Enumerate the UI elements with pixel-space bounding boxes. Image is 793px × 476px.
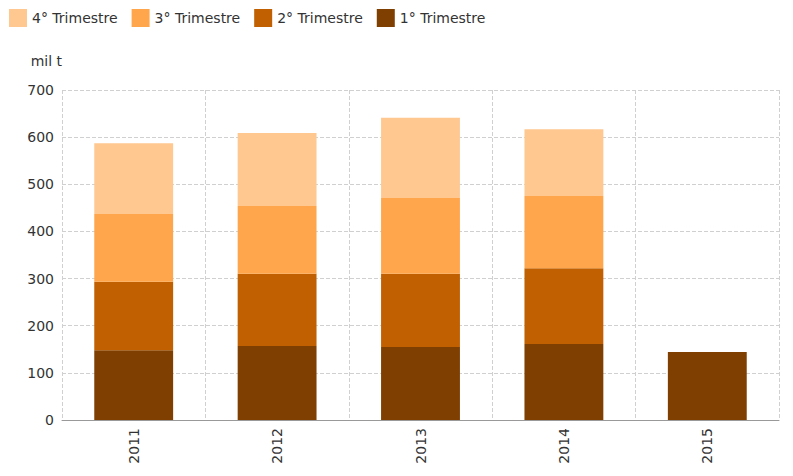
svg-text:2013: 2013 (413, 428, 429, 464)
svg-text:400: 400 (27, 223, 54, 239)
svg-text:300: 300 (27, 271, 54, 287)
svg-text:2011: 2011 (126, 428, 142, 464)
svg-text:2° Trimestre: 2° Trimestre (277, 10, 363, 26)
svg-text:500: 500 (27, 176, 54, 192)
svg-text:200: 200 (27, 318, 54, 334)
svg-text:3° Trimestre: 3° Trimestre (155, 10, 241, 26)
svg-text:700: 700 (27, 82, 54, 98)
svg-text:mil t: mil t (31, 53, 63, 69)
svg-text:1° Trimestre: 1° Trimestre (400, 10, 486, 26)
svg-text:2012: 2012 (269, 428, 285, 464)
svg-text:0: 0 (45, 412, 54, 428)
svg-text:600: 600 (27, 129, 54, 145)
svg-text:100: 100 (27, 365, 54, 381)
svg-text:2014: 2014 (556, 428, 572, 464)
svg-text:4° Trimestre: 4° Trimestre (32, 10, 118, 26)
svg-text:2015: 2015 (699, 428, 715, 464)
